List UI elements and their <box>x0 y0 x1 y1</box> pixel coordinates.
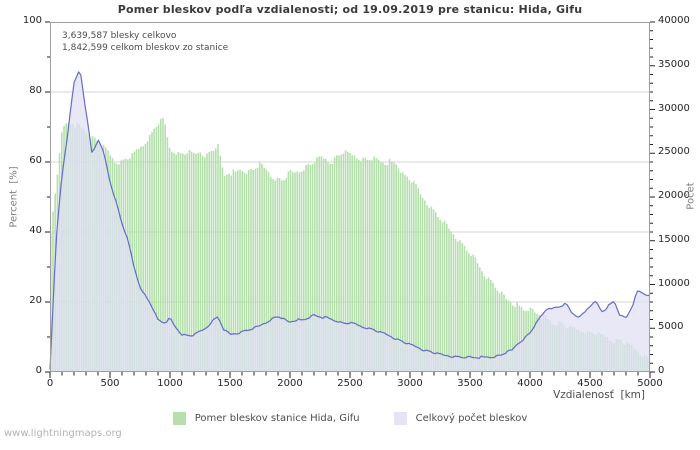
x-tick-5000: 5000 <box>637 378 663 389</box>
legend-item-total-count: Celkový počet bleskov <box>393 412 528 425</box>
y-right-tick-25000: 25000 <box>658 146 690 158</box>
annotation-total-strokes: 3,639,587 blesky celkovo <box>62 31 177 41</box>
annotation-station-strokes: 1,842,599 celkom bleskov zo stanice <box>62 43 229 53</box>
y-axis-right-label: Počet <box>685 182 697 210</box>
y-right-tick-35000: 35000 <box>658 58 690 70</box>
watermark-url: www.lightningmaps.org <box>4 428 122 439</box>
y-right-tick-15000: 15000 <box>658 233 690 245</box>
x-tick-3000: 3000 <box>397 378 423 389</box>
legend-item-station-ratio: Pomer bleskov stanice Hida, Gifu <box>172 412 360 425</box>
y-right-tick-40000: 40000 <box>658 15 690 26</box>
y-left-tick-100: 100 <box>22 15 42 26</box>
x-tick-4500: 4500 <box>577 378 603 389</box>
legend: Pomer bleskov stanice Hida, Gifu Celkový… <box>50 412 650 425</box>
plot-area: 3,639,587 blesky celkovo 1,842,599 celko… <box>45 21 655 378</box>
y-right-tick-10000: 10000 <box>658 277 690 289</box>
x-tick-4000: 4000 <box>517 378 543 389</box>
legend-swatch-lavender <box>393 412 407 425</box>
y-axis-left-label: Percent [%] <box>8 166 20 228</box>
x-tick-2000: 2000 <box>277 378 303 389</box>
legend-label-station-ratio: Pomer bleskov stanice Hida, Gifu <box>194 413 360 424</box>
y-right-tick-0: 0 <box>658 365 665 376</box>
x-tick-0: 0 <box>46 378 54 389</box>
plot-svg <box>45 21 655 378</box>
chart-title: Pomer bleskov podľa vzdialenosti; od 19.… <box>117 3 583 16</box>
y-right-tick-30000: 30000 <box>658 102 690 114</box>
x-axis-label: Vzdialenosť [km] <box>553 389 645 401</box>
y-left-tick-80: 80 <box>29 85 42 96</box>
y-left-tick-40: 40 <box>29 225 42 236</box>
y-right-tick-5000: 5000 <box>658 321 684 333</box>
y-left-tick-20: 20 <box>29 295 42 306</box>
y-left-tick-60: 60 <box>29 155 42 166</box>
x-tick-1500: 1500 <box>217 378 243 389</box>
x-tick-1000: 1000 <box>157 378 183 389</box>
legend-label-total-count: Celkový počet bleskov <box>415 413 528 424</box>
legend-swatch-green <box>172 412 186 425</box>
x-tick-3500: 3500 <box>457 378 483 389</box>
y-left-tick-0: 0 <box>35 365 42 376</box>
y-right-tick-20000: 20000 <box>658 190 690 201</box>
x-tick-2500: 2500 <box>337 378 363 389</box>
x-tick-500: 500 <box>100 378 120 389</box>
